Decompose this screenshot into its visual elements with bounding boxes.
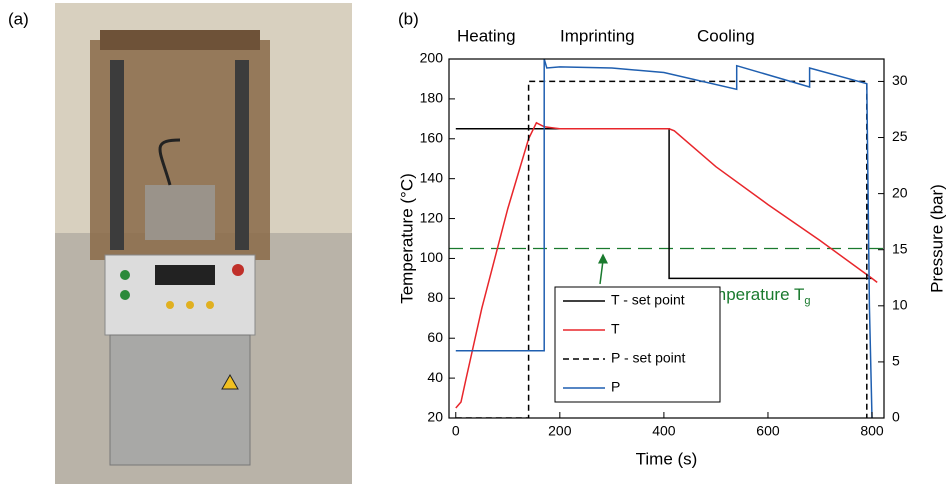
y-tick-label: 180 xyxy=(420,90,444,106)
y2-tick-label: 25 xyxy=(892,128,908,144)
plot-frame xyxy=(448,58,885,419)
y2-tick-label: 30 xyxy=(892,72,908,88)
y2-tick-label: 0 xyxy=(892,409,900,425)
legend-label: P xyxy=(611,379,620,395)
x-tick-label: 200 xyxy=(548,423,572,439)
y-tick-label: 200 xyxy=(420,50,444,66)
y2-tick-label: 5 xyxy=(892,353,900,369)
y2-tick-label: 15 xyxy=(892,240,908,256)
y2-axis-label: Pressure (bar) xyxy=(927,184,946,293)
y-tick-label: 60 xyxy=(427,329,443,345)
x-tick-label: 400 xyxy=(652,423,676,439)
legend-box xyxy=(554,286,721,403)
panel-label: (b) xyxy=(398,9,419,28)
photo xyxy=(55,3,352,484)
line-series xyxy=(455,121,878,409)
line-series xyxy=(455,58,873,418)
phase-label: Imprinting xyxy=(560,26,635,45)
y-tick-label: 140 xyxy=(420,169,444,185)
y-tick-label: 100 xyxy=(420,249,444,265)
y-tick-label: 20 xyxy=(427,409,443,425)
reference-arrowhead xyxy=(598,253,608,264)
y-tick-label: 120 xyxy=(420,209,444,225)
reference-subscript: g xyxy=(804,295,810,307)
x-tick-label: 800 xyxy=(860,423,884,439)
y-tick-label: 40 xyxy=(427,369,443,385)
y-tick-label: 80 xyxy=(427,289,443,305)
line-series xyxy=(455,128,872,280)
y-tick-label: 160 xyxy=(420,129,444,145)
x-axis-label: Time (s) xyxy=(636,449,698,468)
y2-tick-label: 10 xyxy=(892,297,908,313)
y-axis-label: Temperature (°C) xyxy=(397,173,416,304)
panel-label: (a) xyxy=(8,9,29,28)
reference-arrow xyxy=(599,260,604,285)
x-tick-label: 0 xyxy=(452,423,460,439)
x-tick-label: 600 xyxy=(756,423,780,439)
phase-label: Heating xyxy=(457,26,516,45)
phase-label: Cooling xyxy=(697,26,755,45)
legend-label: P - set point xyxy=(611,350,686,366)
legend-label: T - set point xyxy=(611,292,685,308)
y2-tick-label: 20 xyxy=(892,184,908,200)
legend-label: T xyxy=(611,321,620,337)
